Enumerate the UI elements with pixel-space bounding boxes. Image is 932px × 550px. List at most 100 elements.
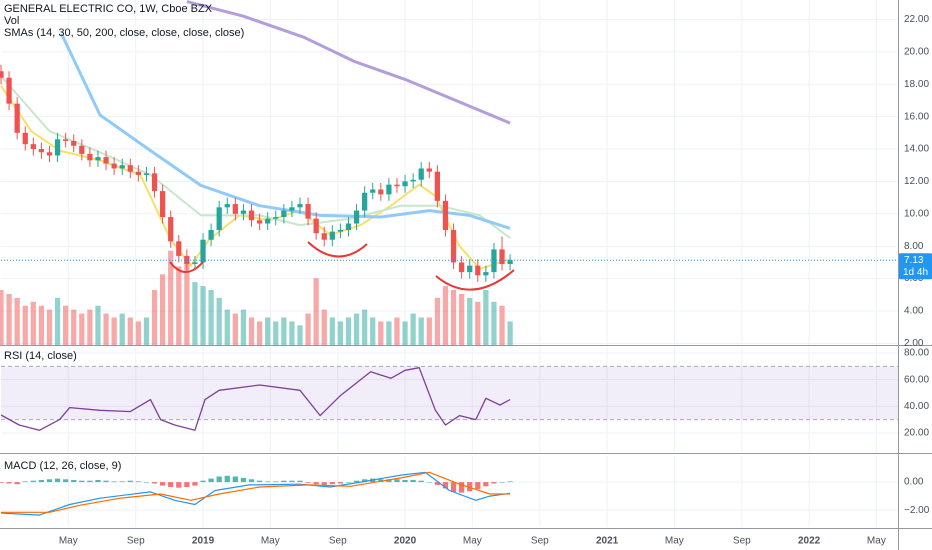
macd-histogram-bar [426,482,432,483]
candle-body [313,218,319,234]
volume-bar [483,290,489,345]
candle-body [168,217,174,242]
macd-histogram-bar [240,477,247,483]
candle-body [362,192,368,211]
candle-body [426,168,432,172]
volume-bar [434,297,441,345]
macd-histogram-bar [402,479,408,483]
macd-histogram-bar [46,479,53,483]
volume-bar [79,313,85,345]
macd-histogram-bar [79,480,85,483]
volume-label: Vol [4,15,19,27]
macd-histogram-bar [491,482,497,484]
volume-bar [135,321,142,345]
candle-body [256,220,263,224]
macd-histogram-bar [22,481,28,483]
candle-body [475,265,481,276]
x-tick-label: May [261,536,280,547]
volume-bar [378,321,384,345]
volume-bar [22,305,28,345]
macd-histogram-bar [256,480,263,483]
candle-body [370,189,376,193]
volume-bar [168,250,174,345]
macd-histogram-bar [232,476,238,483]
y-tick-label: 10.00 [904,208,929,219]
x-tick-label: Sep [733,536,751,547]
volume-bar [87,309,93,345]
macd-histogram-bar [63,479,69,483]
candle-body [71,140,77,146]
candle-body [159,191,166,218]
macd-histogram-bar [345,482,352,483]
candle-body [151,173,158,192]
macd-histogram-bar [135,481,142,483]
x-tick-label: May [867,536,886,547]
macd-histogram-bar [289,480,295,483]
candle-body [0,71,4,78]
y-tick-label: 4.00 [904,306,924,317]
volume-bar [159,274,166,345]
volume-bar [127,317,133,345]
volume-bar [450,290,457,345]
volume-bar [394,317,400,345]
candle-body [135,171,142,175]
drawings [169,241,515,291]
volume-bar [240,309,247,345]
macd-histogram-bar [54,478,61,483]
volume-bar [426,317,432,345]
macd-histogram-bar [458,482,465,493]
last-price-tag [899,253,932,280]
candle-body [216,207,222,230]
candle-body [273,217,279,219]
volume-bar [281,317,287,345]
macd-histogram-bar [208,478,214,483]
macd-histogram-bar [337,482,344,484]
volume-bar [353,313,360,345]
macd-histogram-bar [483,482,489,487]
macd-histogram-bar [329,482,335,485]
candle-body [224,204,230,208]
y-tick-label: 20.00 [904,46,929,57]
candle-body [143,173,150,175]
volume-bar [54,297,61,345]
volume-bar [143,317,150,345]
volume-bar [386,321,392,345]
x-tick-label: 2019 [192,536,215,547]
volume-bar [297,325,303,345]
x-tick-label: 2022 [798,536,821,547]
volume-bar [370,317,376,345]
volume-bar [30,301,36,345]
macd-histogram-bar [30,480,36,483]
candle-body [329,231,335,240]
candle-body [458,262,465,273]
candle-body [410,179,416,182]
candle-body [450,230,457,263]
y-tick-label: 12.00 [904,176,929,187]
volume-bar [38,305,45,345]
macd-histogram-bar [119,481,125,483]
y-tick-label: 18.00 [904,79,929,90]
overlay-label: SMAs (14, 30, 50, 200, close, close, clo… [4,27,244,39]
chart-title: GENERAL ELECTRIC CO, 1W, Cboe BZX [4,3,213,15]
macd-histogram-bar [14,482,20,485]
volume-bar [46,309,53,345]
volume-bar [475,301,481,345]
volume-bar [321,309,327,345]
volume-bar [63,305,69,345]
macd-histogram-bar [450,482,457,492]
x-tick-label: May [463,536,482,547]
x-tick-label: 2021 [596,536,619,547]
macd-histogram-bar [184,482,190,488]
macd-histogram-bar [442,482,449,489]
macd-histogram-bar [394,479,400,483]
macd-histogram-bar [224,475,230,483]
candle-body [265,218,271,224]
candle-body [127,165,133,172]
grid [1,0,898,527]
volume-bar [216,297,222,345]
x-tick-label: Sep [329,536,347,547]
candle-body [54,139,61,156]
candle-body [30,144,36,150]
candle-body [386,184,392,195]
candle-body [394,184,400,187]
